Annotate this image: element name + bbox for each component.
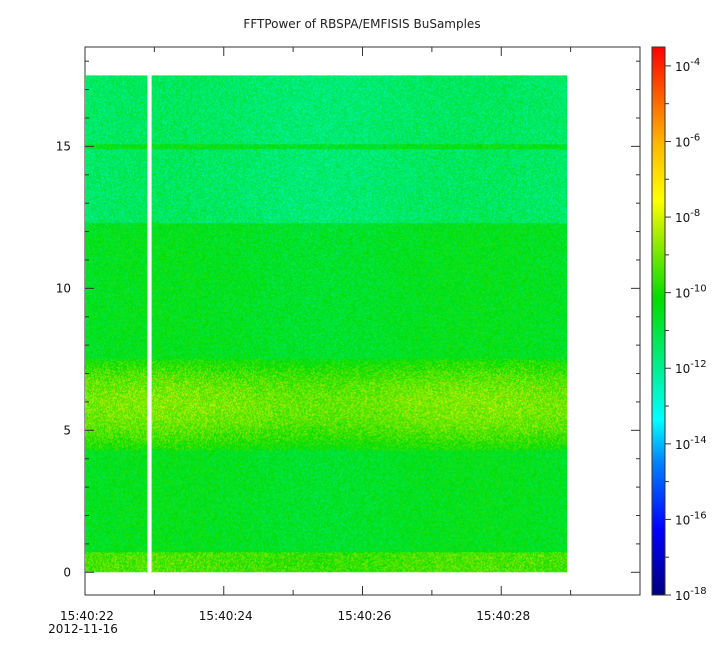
colorbar-tick-label: 10-14 <box>675 435 707 452</box>
spectrogram-heatmap <box>85 75 568 573</box>
colorbar-tick-label: 10-4 <box>675 57 700 74</box>
x-tick-label: 15:40:22 <box>60 609 114 623</box>
colorbar-tick-label: 10-8 <box>675 208 700 225</box>
colorbar-ticks: 10-4 10-6 10-8 10-10 10-12 10-14 10-16 10-18 <box>665 57 707 603</box>
colorbar-tick-label: 10-16 <box>675 510 707 527</box>
x-tick-label: 15:40:28 <box>476 609 530 623</box>
colorbar-tick-label: 10-10 <box>675 284 707 301</box>
y-tick-label: 0 <box>63 565 71 579</box>
colorbar: 10-4 10-6 10-8 10-10 10-12 10-14 10-16 10-18 <box>651 46 707 603</box>
chart-title: FFTPower of RBSPA/EMFISIS BuSamples <box>243 17 481 31</box>
colorbar-tick-label: 10-12 <box>675 359 707 376</box>
y-tick-label: 15 <box>56 139 71 153</box>
y-tick-label: 10 <box>56 281 71 295</box>
x-date-label: 2012-11-16 <box>48 622 118 636</box>
colorbar-gradient <box>651 46 666 596</box>
colorbar-tick-label: 10-18 <box>675 586 707 603</box>
colorbar-tick-label: 10-6 <box>675 132 700 149</box>
x-tick-label: 15:40:26 <box>338 609 392 623</box>
y-axis: 0 5 10 15 <box>56 60 640 579</box>
data-gap <box>147 75 152 573</box>
x-tick-label: 15:40:24 <box>199 609 253 623</box>
x-axis: 15:40:22 15:40:24 15:40:26 15:40:28 2012-11-… <box>48 47 641 636</box>
y-tick-label: 5 <box>63 423 71 437</box>
plot-area: 0 5 10 15 15:40:22 15:40:24 15:40:26 15:40:28 2… <box>48 46 641 636</box>
